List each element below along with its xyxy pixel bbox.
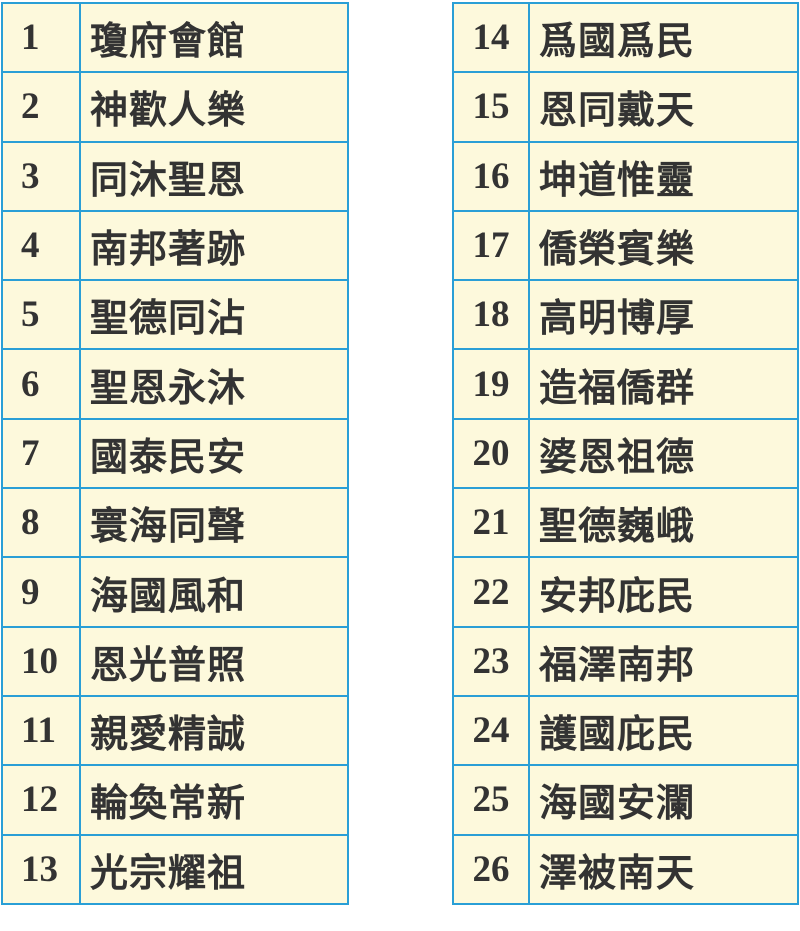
plaque-inscription: 安邦庇民 [528, 556, 799, 628]
plaque-inscription: 神歡人樂 [79, 71, 349, 143]
table-row: 26 澤被南天 [452, 833, 799, 905]
plaque-inscription: 澤被南天 [528, 833, 799, 905]
plaque-inscription: 婆恩祖德 [528, 417, 799, 490]
plaque-inscription: 僑榮賓樂 [528, 209, 799, 282]
row-number: 24 [452, 694, 530, 767]
table-row: 3 同沐聖恩 [1, 140, 349, 212]
table-row: 2 神歡人樂 [1, 71, 349, 143]
plaque-inscription: 海國風和 [79, 556, 349, 628]
row-number: 22 [452, 556, 530, 628]
table-row: 7 國泰民安 [1, 417, 349, 490]
plaque-inscription: 聖德同沾 [79, 279, 349, 351]
table-row: 4 南邦著跡 [1, 209, 349, 282]
plaque-inscription: 福澤南邦 [528, 625, 799, 697]
row-number: 15 [452, 71, 530, 143]
plaque-table-right: 14 爲國爲民 15 恩同戴天 16 坤道惟靈 17 僑榮賓樂 18 高明博厚 19 造福僑群 20 婆恩… [452, 1, 799, 905]
row-number: 7 [1, 417, 81, 490]
row-number: 14 [452, 1, 530, 74]
table-row: 15 恩同戴天 [452, 71, 799, 143]
plaque-inscription: 聖恩永沐 [79, 348, 349, 420]
row-number: 6 [1, 348, 81, 420]
row-number: 25 [452, 764, 530, 836]
table-row: 6 聖恩永沐 [1, 348, 349, 420]
plaque-inscription: 護國庇民 [528, 694, 799, 767]
table-row: 19 造福僑群 [452, 348, 799, 420]
row-number: 16 [452, 140, 530, 212]
row-number: 19 [452, 348, 530, 420]
row-number: 20 [452, 417, 530, 490]
row-number: 9 [1, 556, 81, 628]
row-number: 26 [452, 833, 530, 905]
row-number: 18 [452, 279, 530, 351]
plaque-inscription: 寰海同聲 [79, 487, 349, 559]
plaque-inscription: 輪奐常新 [79, 764, 349, 836]
table-row: 16 坤道惟靈 [452, 140, 799, 212]
row-number: 10 [1, 625, 81, 697]
table-row: 10 恩光普照 [1, 625, 349, 697]
table-row: 11 親愛精誠 [1, 694, 349, 767]
plaque-inscription: 親愛精誠 [79, 694, 349, 767]
row-number: 11 [1, 694, 81, 767]
table-row: 5 聖德同沾 [1, 279, 349, 351]
row-number: 8 [1, 487, 81, 559]
table-row: 23 福澤南邦 [452, 625, 799, 697]
row-number: 17 [452, 209, 530, 282]
row-number: 21 [452, 487, 530, 559]
plaque-inscription: 爲國爲民 [528, 1, 799, 74]
table-row: 17 僑榮賓樂 [452, 209, 799, 282]
table-row: 18 高明博厚 [452, 279, 799, 351]
row-number: 12 [1, 764, 81, 836]
table-row: 20 婆恩祖德 [452, 417, 799, 490]
plaque-inscription: 造福僑群 [528, 348, 799, 420]
plaque-inscription: 南邦著跡 [79, 209, 349, 282]
row-number: 23 [452, 625, 530, 697]
table-row: 9 海國風和 [1, 556, 349, 628]
row-number: 4 [1, 209, 81, 282]
plaque-inscription: 同沐聖恩 [79, 140, 349, 212]
table-row: 22 安邦庇民 [452, 556, 799, 628]
row-number: 2 [1, 71, 81, 143]
plaque-inscription: 恩光普照 [79, 625, 349, 697]
plaque-inscription: 海國安瀾 [528, 764, 799, 836]
plaque-inscription: 聖德巍峨 [528, 487, 799, 559]
row-number: 3 [1, 140, 81, 212]
plaque-inscription: 光宗耀祖 [79, 833, 349, 905]
plaque-inscription: 坤道惟靈 [528, 140, 799, 212]
row-number: 1 [1, 1, 81, 74]
plaque-table-left: 1 瓊府會館 2 神歡人樂 3 同沐聖恩 4 南邦著跡 5 聖德同沾 6 聖恩永沐 7 國泰民安 8 寰海同聲… [1, 1, 349, 905]
table-row: 25 海國安瀾 [452, 764, 799, 836]
plaque-inscription: 恩同戴天 [528, 71, 799, 143]
table-row: 24 護國庇民 [452, 694, 799, 767]
table-row: 21 聖德巍峨 [452, 487, 799, 559]
table-row: 12 輪奐常新 [1, 764, 349, 836]
row-number: 5 [1, 279, 81, 351]
table-row: 8 寰海同聲 [1, 487, 349, 559]
table-row: 14 爲國爲民 [452, 1, 799, 74]
table-row: 13 光宗耀祖 [1, 833, 349, 905]
row-number: 13 [1, 833, 81, 905]
plaque-inscription: 高明博厚 [528, 279, 799, 351]
table-row: 1 瓊府會館 [1, 1, 349, 74]
plaque-inscription: 國泰民安 [79, 417, 349, 490]
plaque-inscription: 瓊府會館 [79, 1, 349, 74]
